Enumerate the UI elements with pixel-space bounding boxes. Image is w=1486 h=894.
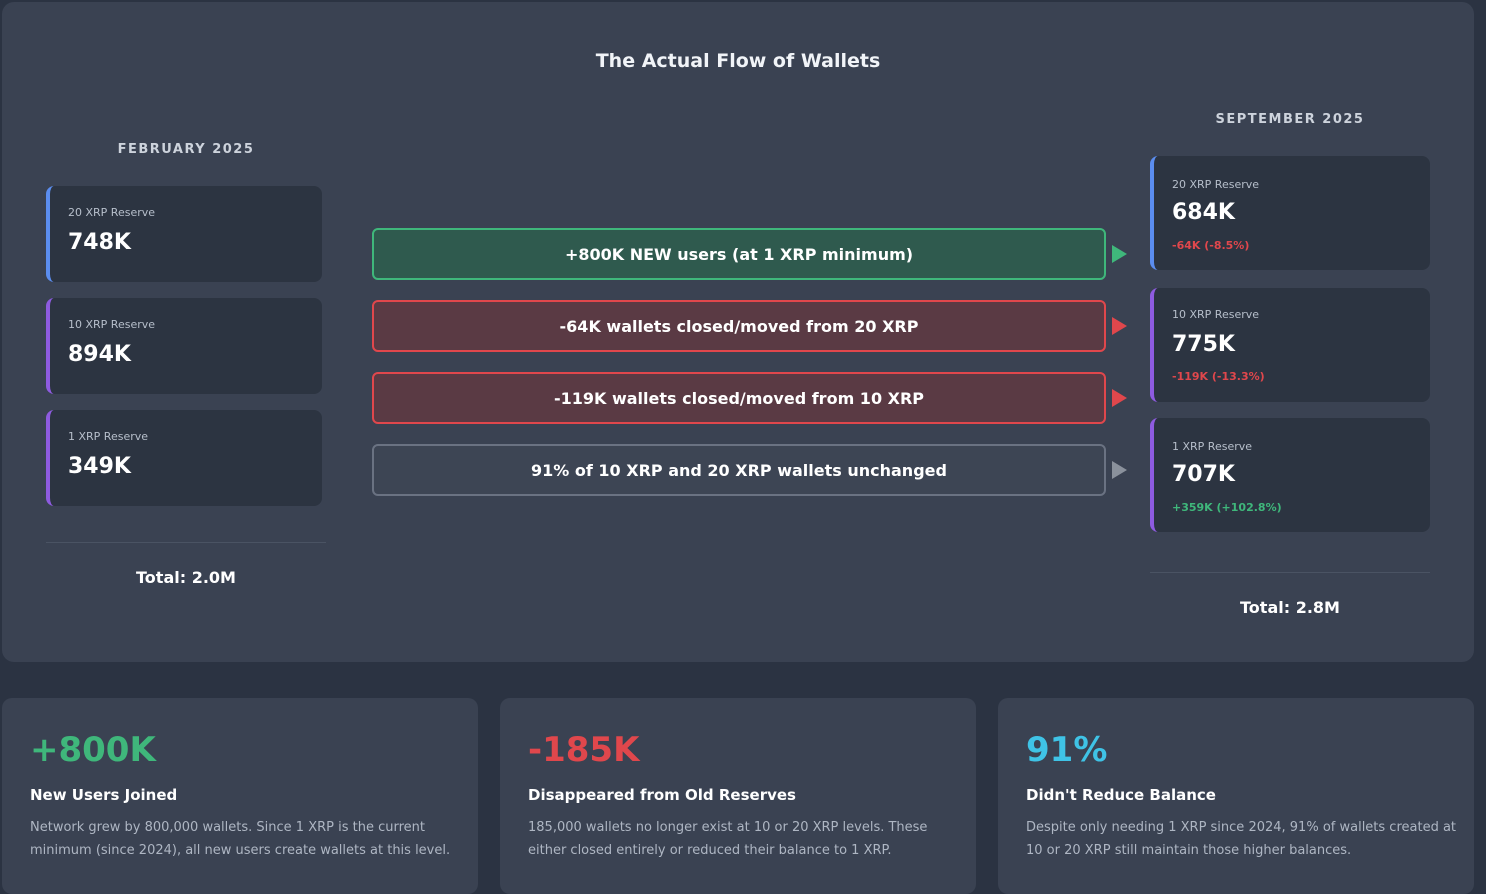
stat-unchanged-desc: Despite only needing 1 XRP since 2024, 9… [1026,820,1457,858]
feb-20xrp-card: 20 XRP Reserve 748K [46,186,322,282]
sep-divider [1150,572,1430,573]
stat-new-users-desc: Network grew by 800,000 wallets. Since 1… [30,820,451,858]
flow-new-users-arrow-icon [1112,245,1127,263]
stat-card-disappeared: -185K Disappeared from Old Reserves 185,… [500,698,976,894]
sep-20xrp-card: 20 XRP Reserve 684K -64K (-8.5%) [1150,156,1430,270]
sep-10xrp-card: 10 XRP Reserve 775K -119K (-13.3%) [1150,288,1430,402]
stat-card-new-users: +800K New Users Joined Network grew by 8… [2,698,478,894]
feb-1xrp-label: 1 XRP Reserve [68,430,149,443]
sep-1xrp-change: +359K (+102.8%) [1172,501,1282,514]
sep-total: Total: 2.8M [1240,598,1340,617]
feb-20xrp-label: 20 XRP Reserve [68,206,156,219]
flow-closed-20xrp-arrow-icon [1112,317,1127,335]
stat-unchanged-title: Didn't Reduce Balance [1026,786,1216,804]
flow-new-users: +800K NEW users (at 1 XRP minimum) [372,228,1106,280]
sep-10xrp-change: -119K (-13.3%) [1172,370,1265,383]
diagram-title: The Actual Flow of Wallets [595,50,881,72]
flow-closed-20xrp: -64K wallets closed/moved from 20 XRP [372,300,1106,352]
february-heading: FEBRUARY 2025 [117,142,255,157]
sep-1xrp-label: 1 XRP Reserve [1172,440,1253,453]
flow-unchanged-arrow-icon [1112,461,1127,479]
flow-closed-10xrp-arrow-icon [1112,389,1127,407]
sep-20xrp-value: 684K [1172,200,1235,225]
september-heading: SEPTEMBER 2025 [1215,112,1365,127]
sep-20xrp-label: 20 XRP Reserve [1172,178,1260,191]
feb-total: Total: 2.0M [136,568,236,587]
sep-10xrp-label: 10 XRP Reserve [1172,308,1260,321]
feb-divider [46,542,326,543]
feb-10xrp-value: 894K [68,342,131,367]
feb-10xrp-card: 10 XRP Reserve 894K [46,298,322,394]
stat-unchanged-value: 91% [1026,730,1108,770]
sep-10xrp-value: 775K [1172,332,1235,357]
feb-1xrp-value: 349K [68,454,131,479]
sep-1xrp-value: 707K [1172,462,1235,487]
stat-disappeared-value: -185K [528,730,640,770]
sep-1xrp-card: 1 XRP Reserve 707K +359K (+102.8%) [1150,418,1430,532]
sep-20xrp-change: -64K (-8.5%) [1172,239,1250,252]
stat-disappeared-title: Disappeared from Old Reserves [528,786,796,804]
feb-1xrp-card: 1 XRP Reserve 349K [46,410,322,506]
stat-new-users-title: New Users Joined [30,786,178,804]
feb-10xrp-label: 10 XRP Reserve [68,318,156,331]
stat-card-unchanged: 91% Didn't Reduce Balance Despite only n… [998,698,1474,894]
flow-unchanged: 91% of 10 XRP and 20 XRP wallets unchang… [372,444,1106,496]
flow-closed-10xrp: -119K wallets closed/moved from 10 XRP [372,372,1106,424]
feb-20xrp-value: 748K [68,230,131,255]
stat-new-users-value: +800K [30,730,156,770]
stat-disappeared-desc: 185,000 wallets no longer exist at 10 or… [528,820,928,858]
flow-panel: The Actual Flow of Wallets FEBRUARY 2025… [2,2,1474,662]
